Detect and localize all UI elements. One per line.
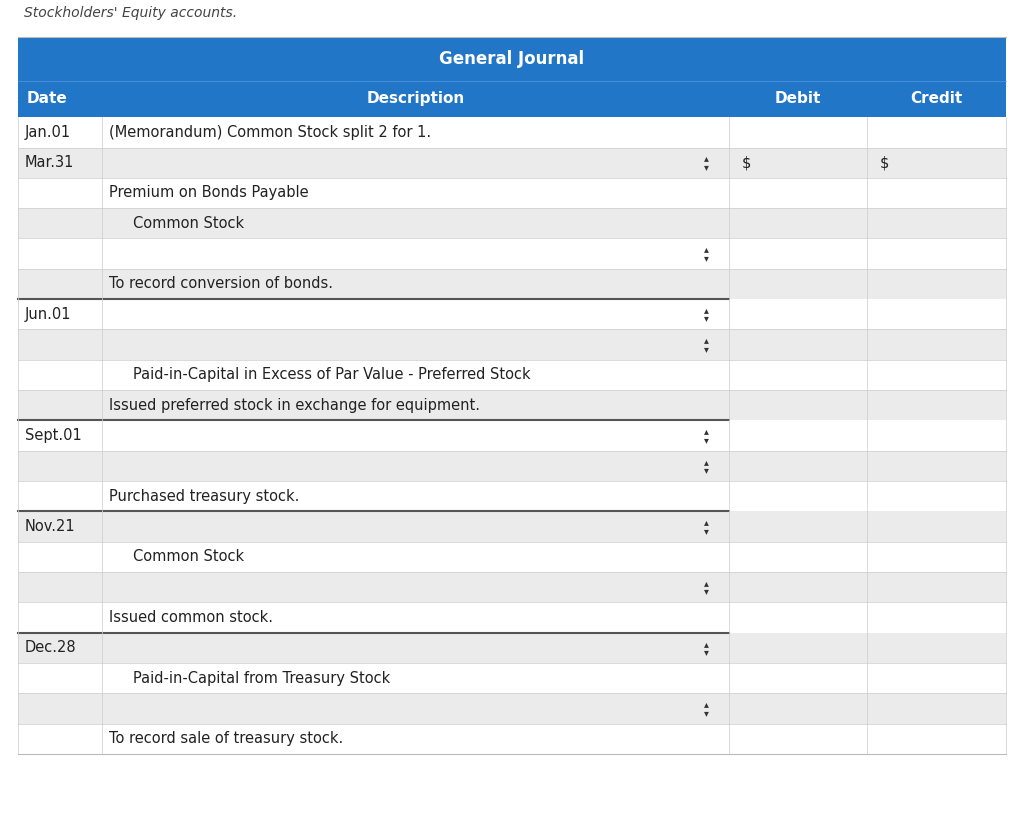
Text: ▴
▾: ▴ ▾	[705, 700, 709, 718]
Text: To record sale of treasury stock.: To record sale of treasury stock.	[109, 731, 343, 746]
Bar	[18, 602, 1006, 632]
Bar	[18, 148, 1006, 178]
Text: Stockholders' Equity accounts.: Stockholders' Equity accounts.	[24, 6, 237, 20]
Text: Common Stock: Common Stock	[133, 549, 245, 564]
Text: To record conversion of bonds.: To record conversion of bonds.	[109, 277, 333, 292]
Bar	[867, 81, 1006, 117]
Text: Paid-in-Capital from Treasury Stock: Paid-in-Capital from Treasury Stock	[133, 671, 390, 686]
Bar	[18, 360, 1006, 390]
Text: ▴
▾: ▴ ▾	[705, 336, 709, 354]
Text: General Journal: General Journal	[439, 50, 585, 68]
Text: Premium on Bonds Payable: Premium on Bonds Payable	[109, 185, 308, 200]
Text: Issued preferred stock in exchange for equipment.: Issued preferred stock in exchange for e…	[109, 398, 479, 413]
Bar	[18, 178, 1006, 209]
Bar	[18, 329, 1006, 360]
Text: ▴
▾: ▴ ▾	[705, 154, 709, 172]
Bar	[18, 693, 1006, 724]
Bar	[18, 209, 1006, 238]
Bar	[18, 572, 1006, 602]
Text: Nov.21: Nov.21	[25, 519, 75, 534]
Text: Paid-in-Capital in Excess of Par Value - Preferred Stock: Paid-in-Capital in Excess of Par Value -…	[133, 367, 530, 382]
Text: ▴
▾: ▴ ▾	[705, 244, 709, 263]
Text: (Memorandum) Common Stock split 2 for 1.: (Memorandum) Common Stock split 2 for 1.	[109, 125, 431, 140]
Bar	[18, 420, 1006, 450]
Text: Description: Description	[367, 91, 465, 106]
Text: Purchased treasury stock.: Purchased treasury stock.	[109, 489, 299, 504]
Bar	[18, 37, 1006, 81]
Text: Dec.28: Dec.28	[25, 641, 76, 656]
Text: Debit: Debit	[775, 91, 821, 106]
Bar	[18, 117, 1006, 148]
Bar	[102, 81, 729, 117]
Bar	[18, 511, 1006, 542]
Text: Mar.31: Mar.31	[25, 155, 74, 170]
Bar	[18, 724, 1006, 754]
Bar	[18, 268, 1006, 299]
Text: Common Stock: Common Stock	[133, 216, 245, 231]
Bar	[18, 542, 1006, 572]
Text: $: $	[741, 155, 751, 170]
Text: Issued common stock.: Issued common stock.	[109, 610, 272, 625]
Text: Date: Date	[27, 91, 68, 106]
Text: ▴
▾: ▴ ▾	[705, 518, 709, 536]
Bar	[18, 238, 1006, 268]
Text: Jun.01: Jun.01	[25, 307, 71, 322]
Bar	[18, 390, 1006, 420]
Bar	[18, 632, 1006, 663]
Text: ▴
▾: ▴ ▾	[705, 457, 709, 475]
Text: $: $	[880, 155, 889, 170]
Text: Sept.01: Sept.01	[25, 428, 81, 443]
Bar	[18, 663, 1006, 693]
Bar	[18, 450, 1006, 481]
Bar	[729, 81, 867, 117]
Text: ▴
▾: ▴ ▾	[705, 426, 709, 445]
Bar	[18, 81, 102, 117]
Text: Jan.01: Jan.01	[25, 125, 71, 140]
Text: ▴
▾: ▴ ▾	[705, 305, 709, 323]
Text: ▴
▾: ▴ ▾	[705, 639, 709, 657]
Bar	[18, 481, 1006, 511]
Text: ▴
▾: ▴ ▾	[705, 578, 709, 597]
Bar	[18, 299, 1006, 329]
Text: Credit: Credit	[910, 91, 963, 106]
